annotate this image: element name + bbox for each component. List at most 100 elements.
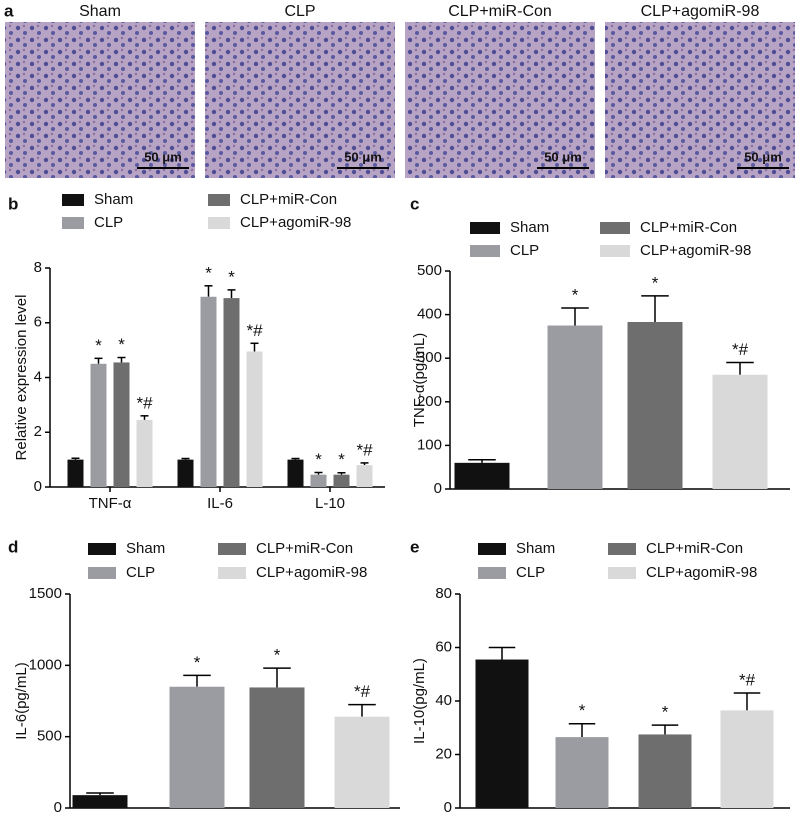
legend-swatch bbox=[600, 245, 630, 257]
bar bbox=[136, 419, 153, 487]
significance-mark: * bbox=[118, 335, 125, 354]
legend-swatch bbox=[478, 567, 506, 579]
legend-swatch bbox=[208, 194, 230, 206]
legend-label: Sham bbox=[516, 540, 555, 557]
x-tick-label: IL-6 bbox=[207, 495, 233, 512]
bar bbox=[627, 322, 683, 489]
significance-mark: * bbox=[315, 450, 322, 469]
micrograph bbox=[405, 22, 595, 178]
y-tick-label: 4 bbox=[34, 368, 42, 385]
legend-label: Sham bbox=[94, 191, 133, 208]
scale-bar-label: 50 μm bbox=[344, 149, 382, 164]
x-tick-label: TNF-α bbox=[89, 495, 132, 512]
bar bbox=[333, 474, 350, 487]
bar bbox=[475, 659, 529, 808]
legend-label: CLP bbox=[126, 564, 155, 581]
y-tick-label: 20 bbox=[435, 745, 452, 762]
bar bbox=[310, 474, 327, 487]
bar bbox=[712, 374, 768, 489]
scale-bar-label: 50 μm bbox=[744, 149, 782, 164]
legend-label: CLP+miR-Con bbox=[646, 540, 743, 557]
legend-label: CLP+agomiR-98 bbox=[640, 242, 751, 259]
significance-mark: *# bbox=[136, 393, 153, 412]
legend-swatch bbox=[88, 543, 116, 555]
bar bbox=[555, 737, 609, 808]
y-tick-label: 0 bbox=[444, 799, 452, 816]
significance-mark: * bbox=[652, 273, 659, 292]
legend-label: Sham bbox=[510, 219, 549, 236]
legend-swatch bbox=[218, 543, 246, 555]
significance-mark: *# bbox=[732, 340, 749, 359]
significance-mark: * bbox=[572, 286, 579, 305]
bar bbox=[169, 686, 225, 808]
legend-label: CLP+miR-Con bbox=[240, 191, 337, 208]
y-tick-label: 200 bbox=[417, 393, 442, 410]
y-tick-label: 1500 bbox=[29, 585, 62, 602]
y-tick-label: 400 bbox=[417, 306, 442, 323]
bar bbox=[72, 795, 128, 808]
image-label: CLP+miR-Con bbox=[448, 3, 552, 20]
significance-mark: * bbox=[95, 336, 102, 355]
legend-swatch bbox=[470, 245, 500, 257]
y-tick-label: 60 bbox=[435, 638, 452, 655]
legend-label: CLP+agomiR-98 bbox=[240, 214, 351, 231]
legend-swatch bbox=[470, 222, 500, 234]
significance-mark: *# bbox=[246, 321, 263, 340]
y-tick-label: 500 bbox=[417, 262, 442, 279]
legend-label: CLP+agomiR-98 bbox=[646, 564, 757, 581]
image-label: CLP bbox=[284, 3, 315, 20]
significance-mark: * bbox=[228, 267, 235, 286]
y-tick-label: 0 bbox=[54, 799, 62, 816]
significance-mark: *# bbox=[356, 440, 373, 459]
micrograph bbox=[205, 22, 395, 178]
y-tick-label: 100 bbox=[417, 436, 442, 453]
bar bbox=[113, 362, 130, 487]
bar bbox=[200, 296, 217, 487]
legend-label: CLP bbox=[516, 564, 545, 581]
bar bbox=[67, 459, 84, 487]
y-axis-label: IL-6(pg/mL) bbox=[13, 662, 30, 740]
bar bbox=[720, 710, 774, 808]
panel-label: b bbox=[8, 194, 18, 213]
significance-mark: * bbox=[274, 646, 281, 665]
micrograph bbox=[5, 22, 195, 178]
y-tick-label: 0 bbox=[434, 480, 442, 497]
y-tick-label: 80 bbox=[435, 585, 452, 602]
panel-label: a bbox=[4, 1, 14, 20]
image-label: Sham bbox=[79, 3, 121, 20]
bar bbox=[177, 459, 194, 487]
legend-swatch bbox=[478, 543, 506, 555]
bar bbox=[356, 465, 373, 487]
bar bbox=[334, 716, 390, 808]
significance-mark: * bbox=[662, 703, 669, 722]
legend-label: CLP bbox=[94, 214, 123, 231]
y-tick-label: 1000 bbox=[29, 656, 62, 673]
bar bbox=[638, 734, 692, 808]
legend-label: CLP bbox=[510, 242, 539, 259]
x-tick-label: L-10 bbox=[315, 495, 345, 512]
y-tick-label: 500 bbox=[37, 728, 62, 745]
legend-swatch bbox=[62, 217, 84, 229]
y-tick-label: 6 bbox=[34, 314, 42, 331]
image-label: CLP+agomiR-98 bbox=[641, 3, 760, 20]
bar bbox=[90, 363, 107, 487]
legend-swatch bbox=[218, 567, 246, 579]
significance-mark: *# bbox=[354, 682, 371, 701]
legend-label: CLP+miR-Con bbox=[256, 540, 353, 557]
bar bbox=[547, 325, 603, 489]
panel-label: e bbox=[410, 537, 419, 556]
y-tick-label: 8 bbox=[34, 259, 42, 276]
bar bbox=[246, 351, 263, 487]
y-axis-label: Relative expression level bbox=[13, 295, 30, 461]
micrograph bbox=[605, 22, 795, 178]
panel-label: c bbox=[410, 194, 419, 213]
y-tick-label: 2 bbox=[34, 423, 42, 440]
legend-swatch bbox=[608, 543, 636, 555]
y-tick-label: 300 bbox=[417, 349, 442, 366]
legend-swatch bbox=[608, 567, 636, 579]
panel-label: d bbox=[8, 537, 18, 556]
significance-mark: * bbox=[338, 450, 345, 469]
legend-label: CLP+agomiR-98 bbox=[256, 564, 367, 581]
significance-mark: * bbox=[205, 263, 212, 282]
